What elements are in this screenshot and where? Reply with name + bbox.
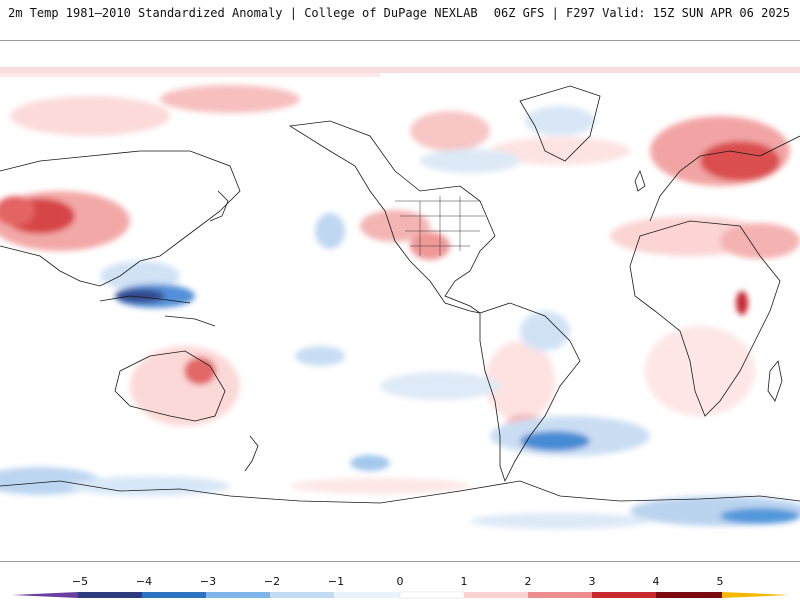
colorbar-bin bbox=[78, 592, 142, 598]
europe-coast bbox=[649, 135, 800, 222]
anomaly-region bbox=[115, 289, 165, 303]
anomaly-region bbox=[520, 431, 590, 451]
anomaly-region bbox=[645, 326, 755, 416]
run-info: 06Z GFS | F297 Valid: 15Z SUN APR 06 202… bbox=[493, 6, 790, 20]
anomaly-region bbox=[160, 85, 300, 113]
us-states bbox=[395, 196, 485, 256]
colorbar-tick: −1 bbox=[327, 575, 345, 588]
anomaly-region bbox=[720, 223, 800, 259]
anomaly-region bbox=[525, 106, 595, 136]
anomaly-region bbox=[736, 291, 748, 315]
anomaly-region bbox=[315, 213, 345, 249]
anomaly-region bbox=[470, 513, 650, 529]
colorbar-tick: −2 bbox=[263, 575, 281, 588]
map-canvas bbox=[0, 67, 800, 529]
colorbar-tick: 5 bbox=[716, 575, 724, 588]
colorbar-min-arrow bbox=[12, 592, 78, 598]
colorbar-tick: 1 bbox=[460, 575, 468, 588]
anomaly-region bbox=[10, 96, 170, 136]
coastlines bbox=[0, 85, 800, 504]
anomaly-region bbox=[520, 311, 570, 351]
antarctica-coast bbox=[0, 480, 800, 504]
colorbar-bin bbox=[270, 592, 334, 598]
new-zealand-coast bbox=[244, 435, 259, 472]
colorbar-bin bbox=[464, 592, 528, 598]
colorbar-bin bbox=[334, 592, 400, 598]
colorbar-bin bbox=[656, 592, 722, 598]
uk-coast bbox=[634, 169, 646, 192]
anomaly-region bbox=[485, 341, 555, 421]
colorbar-tick: −4 bbox=[135, 575, 153, 588]
asia-coast bbox=[0, 150, 241, 287]
colorbar-max-arrow bbox=[722, 592, 790, 598]
anomaly-region bbox=[295, 346, 345, 366]
greenland-coast bbox=[519, 85, 601, 162]
colorbar-svg bbox=[12, 591, 790, 599]
colorbar-tick: −5 bbox=[71, 575, 89, 588]
anomaly-region bbox=[380, 372, 500, 400]
anomaly-region bbox=[0, 196, 35, 226]
colorbar-tick: 4 bbox=[652, 575, 660, 588]
anomaly-region bbox=[70, 476, 230, 496]
header-bar: 2m Temp 1981–2010 Standardized Anomaly |… bbox=[0, 0, 800, 40]
anomaly-region bbox=[350, 455, 390, 471]
colorbar-tick: 3 bbox=[588, 575, 596, 588]
anomaly-region bbox=[420, 149, 520, 173]
colorbar-bin bbox=[206, 592, 270, 598]
header-divider bbox=[0, 40, 800, 41]
map-title: 2m Temp 1981–2010 Standardized Anomaly |… bbox=[8, 6, 478, 20]
colorbar-tick: −3 bbox=[199, 575, 217, 588]
colorbar-bin bbox=[399, 591, 465, 599]
anomaly-region bbox=[184, 357, 216, 385]
australia-coast bbox=[114, 350, 226, 422]
madagascar-coast bbox=[767, 360, 783, 402]
colorbar-tick: 0 bbox=[396, 575, 404, 588]
arctic-warm-band-2 bbox=[0, 73, 380, 77]
anomaly-map bbox=[0, 41, 800, 561]
arctic-warm-band bbox=[0, 67, 800, 73]
map-bottom-border bbox=[0, 561, 800, 562]
anomaly-region bbox=[720, 508, 800, 524]
colorbar-bin bbox=[142, 592, 206, 598]
north-america-coast bbox=[288, 120, 496, 314]
colorbar-bin bbox=[528, 592, 592, 598]
anomaly-region bbox=[490, 137, 630, 165]
state-borders bbox=[395, 196, 485, 256]
new-guinea-coast bbox=[164, 315, 216, 327]
colorbar bbox=[0, 562, 800, 600]
colorbar-bin bbox=[592, 592, 656, 598]
anomaly-region bbox=[100, 261, 180, 291]
africa-coast bbox=[629, 220, 781, 417]
anomaly-region bbox=[290, 478, 470, 494]
anomaly-region bbox=[410, 111, 490, 151]
south-america-coast bbox=[479, 302, 581, 483]
anomaly-region bbox=[700, 141, 780, 181]
anomaly-fill bbox=[0, 85, 800, 529]
colorbar-tick: 2 bbox=[524, 575, 532, 588]
anomaly-region bbox=[360, 210, 430, 242]
indonesia-coast bbox=[99, 295, 191, 304]
japan-coast bbox=[209, 190, 229, 222]
